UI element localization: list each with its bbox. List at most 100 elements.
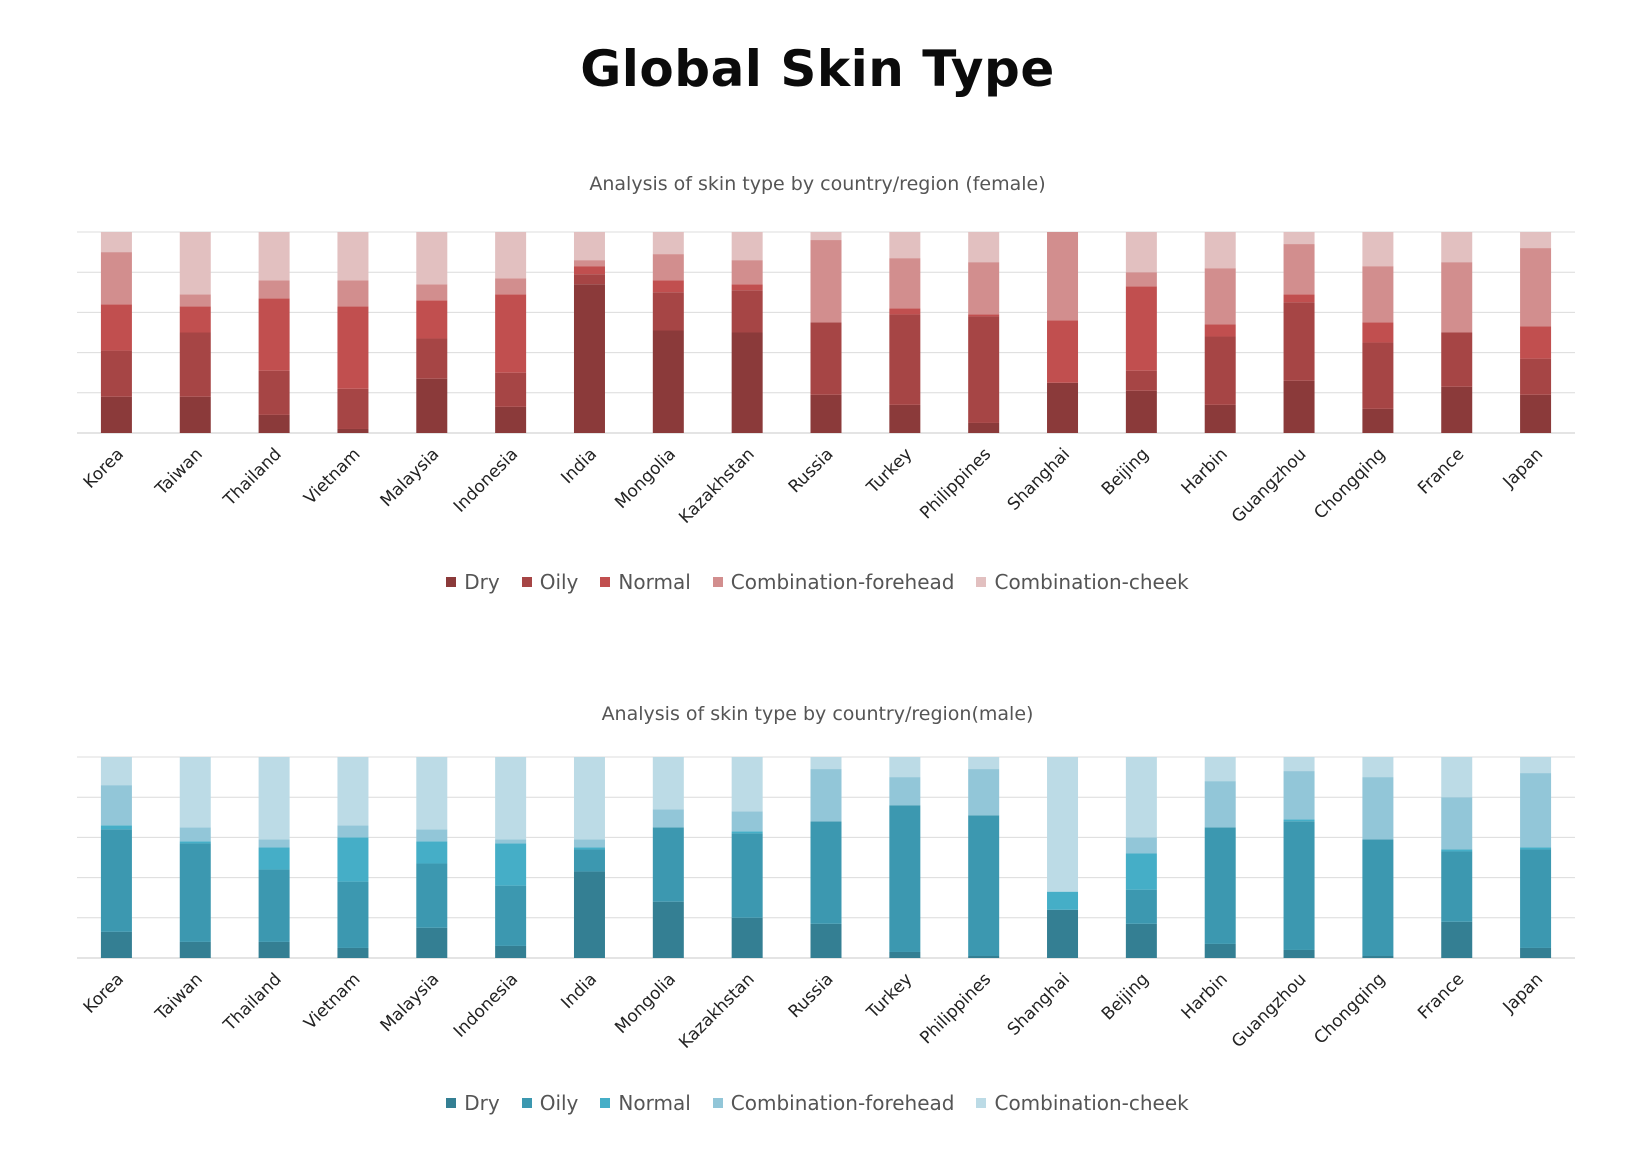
male-bar-mongolia-dry: [652, 901, 684, 958]
female-legend-swatch: [976, 577, 987, 587]
female-bar-vietnam-dry: [337, 428, 369, 433]
male-x-tick-label: Mongolia: [611, 969, 680, 1038]
female-bar-chongqing-dry: [1362, 408, 1394, 433]
male-chart-title: Analysis of skin type by country/region(…: [601, 703, 1034, 725]
female-bar-indonesia-dry: [495, 406, 527, 433]
female-bar-mongolia-combination-cheek: [652, 232, 684, 255]
male-bar-guangzhou-combination-forehead: [1283, 771, 1315, 820]
male-bar-taiwan-oily: [179, 843, 211, 942]
male-x-tick-label: France: [1414, 969, 1468, 1023]
male-bar-japan-combination-cheek: [1520, 757, 1552, 774]
male-x-tick-label: Guangzhou: [1228, 969, 1311, 1052]
female-bar-chongqing-normal: [1362, 322, 1394, 343]
female-bar-turkey-combination-forehead: [889, 258, 921, 309]
female-bar-kazakhstan-dry: [731, 332, 763, 433]
female-legend-item-normal: Normal: [600, 570, 691, 594]
female-bar-japan-combination-forehead: [1520, 248, 1552, 327]
male-bar-taiwan-dry: [179, 941, 211, 958]
male-bar-kazakhstan-dry: [731, 917, 763, 958]
female-bar-guangzhou-combination-cheek: [1283, 232, 1315, 245]
female-x-tick-label: Russia: [785, 444, 838, 497]
female-x-tick-label: Korea: [80, 444, 128, 492]
male-bar-shanghai-dry: [1047, 909, 1079, 958]
male-bar-korea-oily: [100, 829, 132, 932]
female-bar-india-normal: [573, 266, 605, 275]
female-bar-india-dry: [573, 284, 605, 433]
male-bar-philippines-combination-cheek: [968, 757, 1000, 770]
female-legend-item-oily: Oily: [521, 570, 579, 594]
male-bar-mongolia-combination-cheek: [652, 757, 684, 810]
female-x-tick-label: Philippines: [916, 444, 995, 523]
male-legend-item-dry: Dry: [446, 1091, 500, 1115]
female-bar-kazakhstan-oily: [731, 290, 763, 333]
male-bar-turkey-combination-forehead: [889, 777, 921, 806]
male-legend-swatch: [600, 1098, 611, 1108]
female-bar-guangzhou-normal: [1283, 294, 1315, 303]
female-bar-japan-combination-cheek: [1520, 232, 1552, 249]
male-x-tick-label: Malaysia: [377, 969, 444, 1036]
male-bar-philippines-dry: [968, 955, 1000, 958]
male-bar-thailand-oily: [258, 869, 290, 942]
male-bar-malaysia-combination-forehead: [416, 829, 448, 842]
male-bar-france-dry: [1441, 921, 1473, 958]
male-bar-korea-normal: [100, 825, 132, 830]
male-x-tick-label: Philippines: [916, 969, 995, 1048]
female-bar-russia-oily: [810, 322, 842, 395]
female-bar-harbin-combination-forehead: [1204, 268, 1236, 325]
female-bar-shanghai-combination-forehead: [1047, 232, 1079, 321]
male-bar-shanghai-combination-cheek: [1047, 757, 1079, 892]
male-bar-turkey-dry: [889, 951, 921, 958]
female-bar-mongolia-oily: [652, 292, 684, 331]
female-x-tick-label: Beijing: [1098, 444, 1153, 499]
female-legend-label: Oily: [539, 570, 579, 594]
female-bar-malaysia-oily: [416, 338, 448, 379]
female-x-tick-label: Japan: [1499, 444, 1547, 492]
female-legend-swatch: [521, 577, 532, 587]
female-x-tick-label: Shanghai: [1004, 444, 1074, 514]
male-bar-mongolia-combination-forehead: [652, 809, 684, 828]
female-legend-item-combination-forehead: Combination-forehead: [712, 570, 955, 594]
female-x-tick-label: Chongqing: [1310, 444, 1389, 523]
female-bar-indonesia-combination-cheek: [495, 232, 527, 279]
male-legend-item-oily: Oily: [521, 1091, 578, 1115]
female-bar-taiwan-combination-forehead: [179, 294, 211, 307]
male-x-tick-label: Chongqing: [1310, 969, 1389, 1048]
male-bar-turkey-oily: [889, 805, 921, 952]
female-legend-label: Combination-cheek: [994, 570, 1189, 594]
male-bar-indonesia-oily: [495, 885, 527, 946]
male-bar-kazakhstan-normal: [731, 831, 763, 834]
male-x-tick-label: Harbin: [1178, 969, 1232, 1023]
female-bar-taiwan-dry: [179, 396, 211, 433]
female-x-tick-label: Turkey: [862, 444, 916, 498]
female-bar-mongolia-combination-forehead: [652, 254, 684, 281]
female-bar-malaysia-combination-cheek: [416, 232, 448, 285]
female-bar-korea-combination-cheek: [100, 232, 132, 253]
male-skin-type-chart: Korea Taiwan Thailand Vietnam Malaysia Indone…: [77, 756, 1575, 1053]
female-legend-swatch: [712, 577, 723, 587]
male-bar-harbin-oily: [1204, 827, 1236, 944]
female-bar-france-combination-cheek: [1441, 232, 1473, 263]
male-bar-thailand-normal: [258, 847, 290, 870]
male-bar-russia-dry: [810, 923, 842, 958]
female-bar-beijing-normal: [1125, 286, 1157, 371]
female-x-tick-label: India: [557, 444, 601, 488]
male-bar-france-oily: [1441, 851, 1473, 922]
male-bar-thailand-combination-cheek: [258, 757, 290, 840]
female-legend-label: Combination-forehead: [730, 570, 955, 594]
male-bar-vietnam-dry: [337, 947, 369, 958]
female-bar-russia-combination-forehead: [810, 240, 842, 323]
female-bar-russia-combination-cheek: [810, 232, 842, 241]
male-legend-item-normal: Normal: [600, 1091, 691, 1115]
male-bar-chongqing-dry: [1362, 955, 1394, 958]
female-bar-turkey-combination-cheek: [889, 232, 921, 259]
female-bar-philippines-dry: [968, 422, 1000, 433]
female-bar-indonesia-normal: [495, 294, 527, 373]
male-bar-india-combination-cheek: [573, 757, 605, 840]
male-bar-philippines-combination-forehead: [968, 769, 1000, 816]
male-bar-vietnam-normal: [337, 837, 369, 882]
female-x-tick-label: Kazakhstan: [675, 444, 758, 527]
female-bar-philippines-oily: [968, 316, 1000, 423]
female-legend-label: Dry: [464, 570, 500, 594]
male-bar-beijing-combination-forehead: [1125, 837, 1157, 854]
male-bar-shanghai-normal: [1047, 891, 1079, 910]
